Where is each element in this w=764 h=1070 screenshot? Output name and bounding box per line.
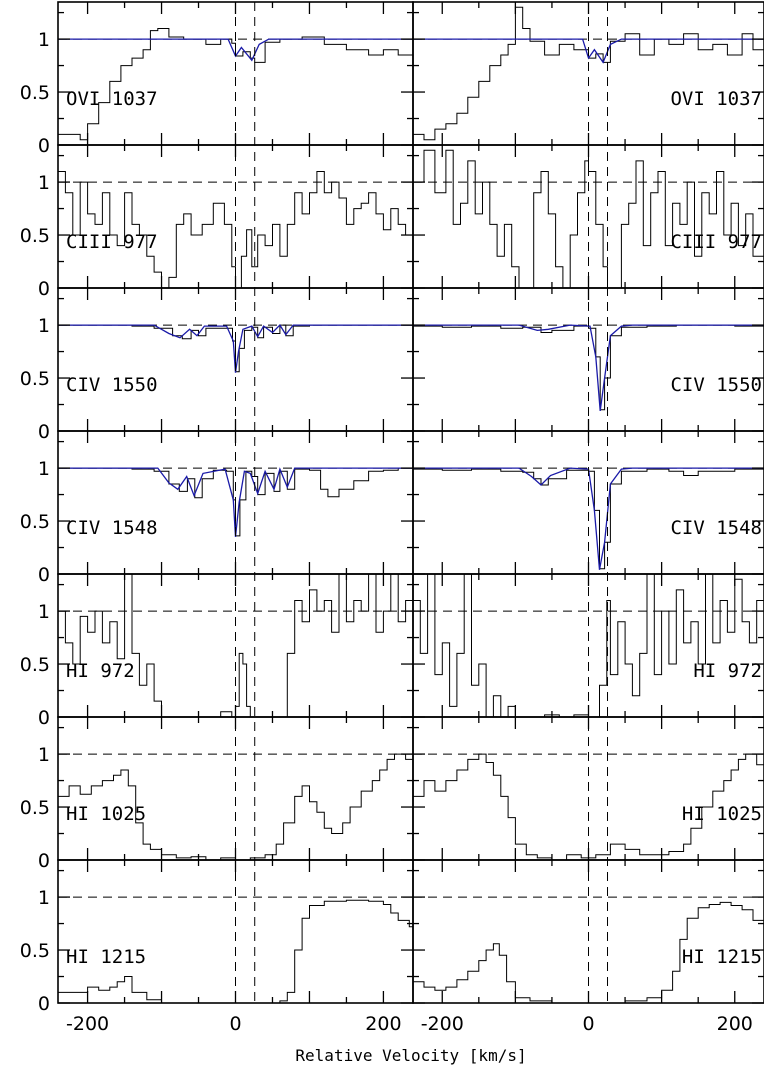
ion-label: HI 972 (66, 660, 135, 682)
y-tick-label: 0 (38, 564, 50, 586)
panel-left-2: CIII 977 0 0.5 1 (20, 144, 414, 300)
y-tick-label: 0.5 (20, 368, 50, 390)
y-tick-label: 1 (38, 172, 50, 194)
y-tick-label: 0 (38, 421, 50, 443)
spectrum-line (413, 901, 764, 1003)
y-tick-label: 1 (38, 601, 50, 623)
fit-line (413, 38, 764, 64)
fit-line (58, 324, 413, 373)
y-tick-label: 0 (38, 850, 50, 872)
spectrum-line (58, 899, 413, 1003)
panel-left-1: OVI 1037 0 0.5 1 (20, 1, 414, 157)
y-tick-label: 1 (38, 458, 50, 480)
panel-left-7: HI 1215 0 0.5 1 (20, 859, 414, 1015)
fit-line (413, 324, 764, 411)
ion-label: HI 1215 (66, 946, 146, 968)
ion-label: CIV 1548 (66, 517, 158, 539)
panel-left-6: HI 1025 0 0.5 1 (20, 716, 414, 872)
y-tick-label: 0 (38, 278, 50, 300)
spectrum-line (58, 171, 413, 288)
y-tick-label: 0.5 (20, 511, 50, 533)
spectrum-line (413, 6, 764, 141)
panel-left-4: CIV 1548 0 0.5 1 (20, 430, 414, 586)
y-tick-label: 0.5 (20, 797, 50, 819)
fit-line (58, 467, 413, 537)
ion-label: CIV 1548 (670, 517, 762, 539)
ion-label: HI 972 (693, 660, 762, 682)
y-tick-label: 0 (38, 993, 50, 1015)
x-tick-label: 0 (229, 1013, 241, 1035)
ion-label: HI 1215 (682, 946, 762, 968)
y-tick-label: 1 (38, 315, 50, 337)
ion-label: HI 1025 (66, 803, 146, 825)
panel-left-5: HI 972 0 0.5 1 (20, 573, 414, 729)
ion-label: CIII 977 (66, 231, 158, 253)
x-tick-label: 0 (582, 1013, 594, 1035)
panel-left-3: CIV 1550 0 0.5 1 (20, 287, 414, 443)
x-axis-label: Relative Velocity [km/s] (295, 1046, 526, 1065)
y-tick-label: 1 (38, 887, 50, 909)
spectrum-line (58, 753, 413, 860)
y-tick-label: 0.5 (20, 82, 50, 104)
ion-label: HI 1025 (682, 803, 762, 825)
y-tick-label: 0 (38, 135, 50, 157)
x-tick-label: -200 (421, 1013, 464, 1035)
panel-right-5: HI 972 (412, 573, 764, 718)
x-tick-label: -200 (66, 1013, 109, 1035)
ion-label: OVI 1037 (670, 88, 762, 110)
spectrum-line (413, 574, 764, 717)
x-tick-label: 200 (365, 1013, 401, 1035)
y-tick-label: 0.5 (20, 940, 50, 962)
spectrum-line (413, 149, 764, 288)
y-tick-label: 1 (38, 744, 50, 766)
y-tick-label: 0.5 (20, 225, 50, 247)
ion-label: CIV 1550 (670, 374, 762, 396)
y-tick-label: 1 (38, 29, 50, 51)
y-tick-label: 0.5 (20, 654, 50, 676)
y-tick-label: 0 (38, 707, 50, 729)
ion-label: CIV 1550 (66, 374, 158, 396)
ion-label: CIII 977 (670, 231, 762, 253)
spectrum-line (413, 324, 764, 411)
fit-line (413, 467, 764, 570)
fit-line (58, 38, 413, 62)
spectrum-line (58, 574, 413, 717)
ion-label: OVI 1037 (66, 88, 158, 110)
x-tick-label: 200 (717, 1013, 753, 1035)
spectrum-line (413, 753, 764, 860)
